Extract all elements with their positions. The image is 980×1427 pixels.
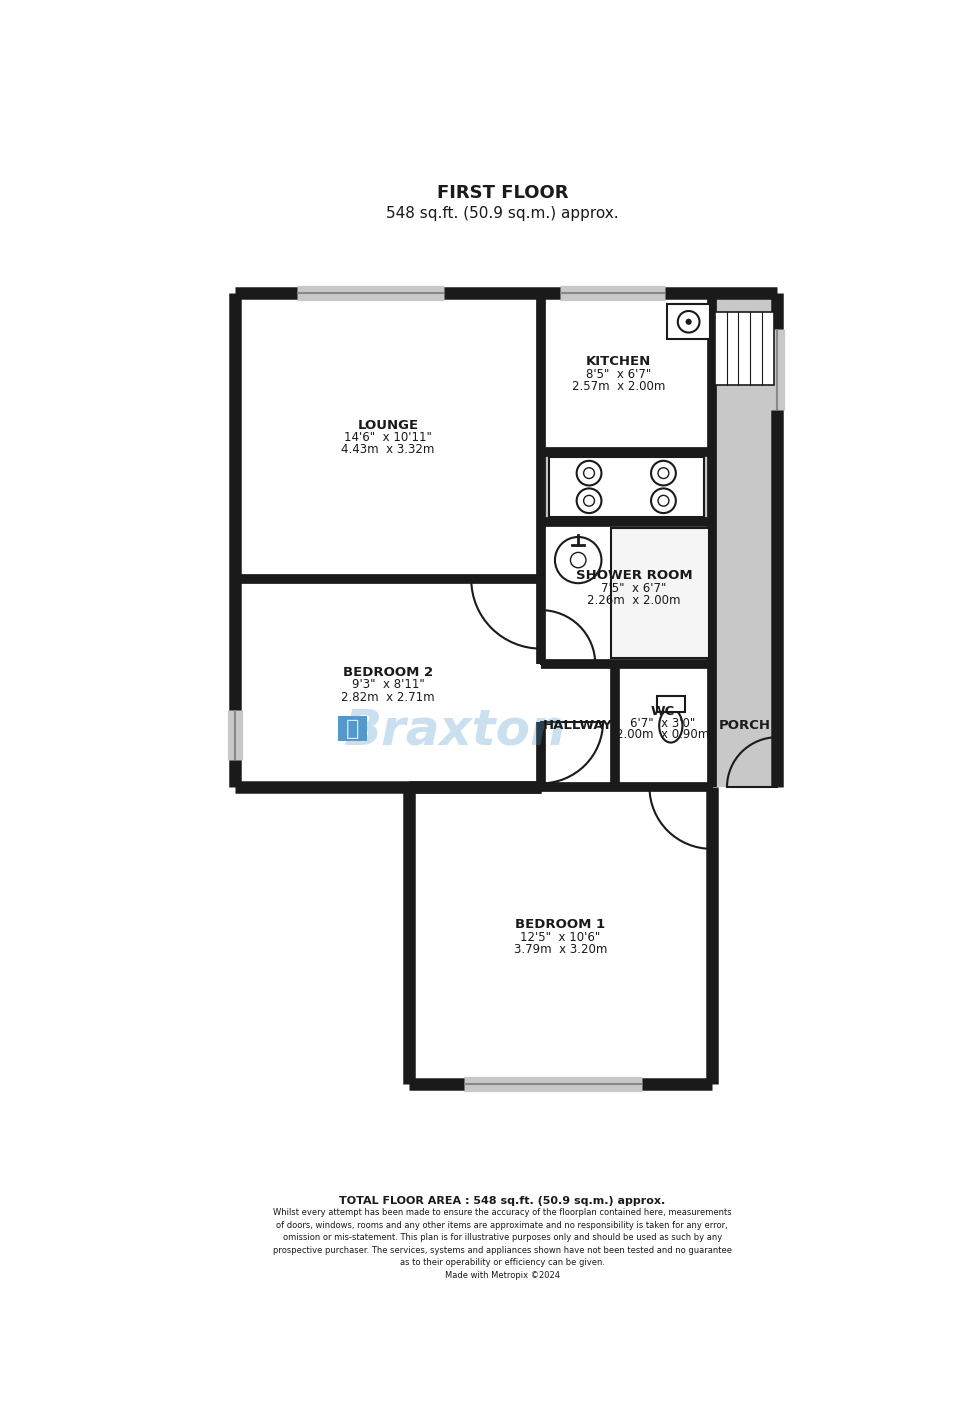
Bar bbox=[711, 293, 777, 788]
Text: 6'7"  x 3'0": 6'7" x 3'0" bbox=[630, 716, 696, 729]
Text: 2.57m  x 2.00m: 2.57m x 2.00m bbox=[571, 380, 665, 392]
Bar bbox=[541, 664, 614, 788]
Text: LOUNGE: LOUNGE bbox=[358, 420, 418, 432]
Text: 2.00m  x 0.90m: 2.00m x 0.90m bbox=[616, 728, 710, 742]
Bar bbox=[657, 696, 685, 712]
Bar bbox=[541, 522, 711, 664]
Bar bbox=[541, 452, 711, 522]
Text: HALLWAY: HALLWAY bbox=[543, 719, 612, 732]
Text: 12'5"  x 10'6": 12'5" x 10'6" bbox=[520, 930, 601, 943]
Bar bbox=[235, 293, 541, 579]
Text: 3.79m  x 3.20m: 3.79m x 3.20m bbox=[514, 943, 607, 956]
Text: Whilst every attempt has been made to ensure the accuracy of the floorplan conta: Whilst every attempt has been made to en… bbox=[272, 1209, 732, 1280]
Text: ␡: ␡ bbox=[346, 719, 360, 739]
Bar bbox=[549, 457, 704, 517]
Text: 548 sq.ft. (50.9 sq.m.) approx.: 548 sq.ft. (50.9 sq.m.) approx. bbox=[386, 205, 618, 221]
Text: SHOWER ROOM: SHOWER ROOM bbox=[575, 569, 692, 582]
Bar bbox=[235, 579, 541, 788]
Text: 7'5"  x 6'7": 7'5" x 6'7" bbox=[602, 582, 666, 595]
Text: BEDROOM 2: BEDROOM 2 bbox=[343, 666, 433, 679]
Bar bbox=[338, 716, 368, 741]
Bar bbox=[410, 788, 711, 1083]
Text: TOTAL FLOOR AREA : 548 sq.ft. (50.9 sq.m.) approx.: TOTAL FLOOR AREA : 548 sq.ft. (50.9 sq.m… bbox=[339, 1196, 665, 1206]
Circle shape bbox=[555, 537, 602, 584]
Text: 14'6"  x 10'11": 14'6" x 10'11" bbox=[344, 431, 432, 444]
Bar bbox=[714, 313, 774, 385]
Text: WC: WC bbox=[651, 705, 675, 718]
Bar bbox=[611, 528, 710, 658]
Text: BEDROOM 1: BEDROOM 1 bbox=[515, 918, 606, 932]
Text: 4.43m  x 3.32m: 4.43m x 3.32m bbox=[341, 444, 434, 457]
Text: KITCHEN: KITCHEN bbox=[586, 355, 651, 368]
Ellipse shape bbox=[660, 709, 682, 742]
Text: 2.82m  x 2.71m: 2.82m x 2.71m bbox=[341, 691, 435, 704]
Text: 9'3"  x 8'11": 9'3" x 8'11" bbox=[352, 678, 424, 691]
Text: Braxton: Braxton bbox=[344, 706, 567, 755]
Circle shape bbox=[686, 318, 692, 325]
Bar bbox=[614, 664, 711, 788]
Text: 2.26m  x 2.00m: 2.26m x 2.00m bbox=[587, 594, 681, 606]
Text: PORCH: PORCH bbox=[718, 719, 770, 732]
Bar bbox=[667, 304, 710, 340]
Text: 8'5"  x 6'7": 8'5" x 6'7" bbox=[586, 368, 651, 381]
Bar bbox=[541, 293, 711, 452]
Text: FIRST FLOOR: FIRST FLOOR bbox=[436, 184, 568, 201]
